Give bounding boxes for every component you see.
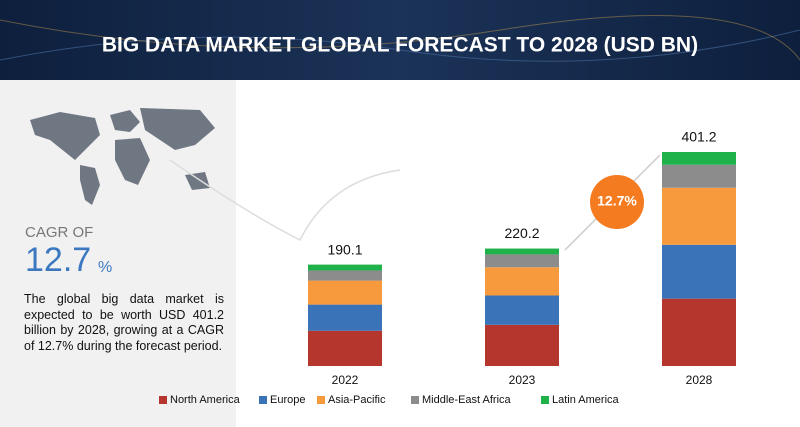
cagr-value: 12.7 xyxy=(25,241,91,279)
cagr-unit: % xyxy=(98,259,112,276)
cagr-bubble xyxy=(590,175,644,229)
header-deco xyxy=(0,14,800,61)
cagr-bubble-label: 12.7% xyxy=(597,193,637,209)
bar-segment xyxy=(662,187,736,245)
bar-segment xyxy=(308,264,382,271)
bar-segment xyxy=(308,330,382,366)
bar-segment xyxy=(485,267,559,296)
cagr-heading: CAGR OF xyxy=(25,224,93,241)
legend-swatch xyxy=(317,396,325,404)
legend-swatch xyxy=(159,396,167,404)
bar-segment xyxy=(662,244,736,299)
bar-segment xyxy=(485,248,559,255)
total-label: 401.2 xyxy=(681,129,716,145)
legend-label: Europe xyxy=(270,394,305,406)
chart-title: BIG DATA MARKET GLOBAL FORECAST TO 2028 … xyxy=(102,34,698,57)
legend-label: Middle-East Africa xyxy=(422,394,512,406)
header-deco xyxy=(0,29,800,62)
world-map xyxy=(30,108,215,205)
legend-label: Latin America xyxy=(552,394,620,406)
x-tick-label: 2028 xyxy=(686,373,713,387)
header-bg xyxy=(0,0,800,80)
total-label: 220.2 xyxy=(504,225,539,241)
legend-label: North America xyxy=(170,394,241,406)
legend-swatch xyxy=(541,396,549,404)
bar-segment xyxy=(662,298,736,366)
x-tick-label: 2023 xyxy=(509,373,536,387)
legend-swatch xyxy=(411,396,419,404)
bar-segment xyxy=(662,152,736,165)
bar-segment xyxy=(485,295,559,325)
legend-label: Asia-Pacific xyxy=(328,394,386,406)
bar-segment xyxy=(662,164,736,188)
bar-segment xyxy=(308,280,382,305)
bar-segment xyxy=(308,270,382,281)
x-tick-label: 2022 xyxy=(332,373,359,387)
total-label: 190.1 xyxy=(327,241,362,257)
description: The global big data market is expected t… xyxy=(24,292,224,353)
bar-segment xyxy=(308,304,382,331)
deco-curve xyxy=(169,159,401,242)
bar-segment xyxy=(485,324,559,366)
legend-swatch xyxy=(259,396,267,404)
bar-segment xyxy=(485,254,559,268)
